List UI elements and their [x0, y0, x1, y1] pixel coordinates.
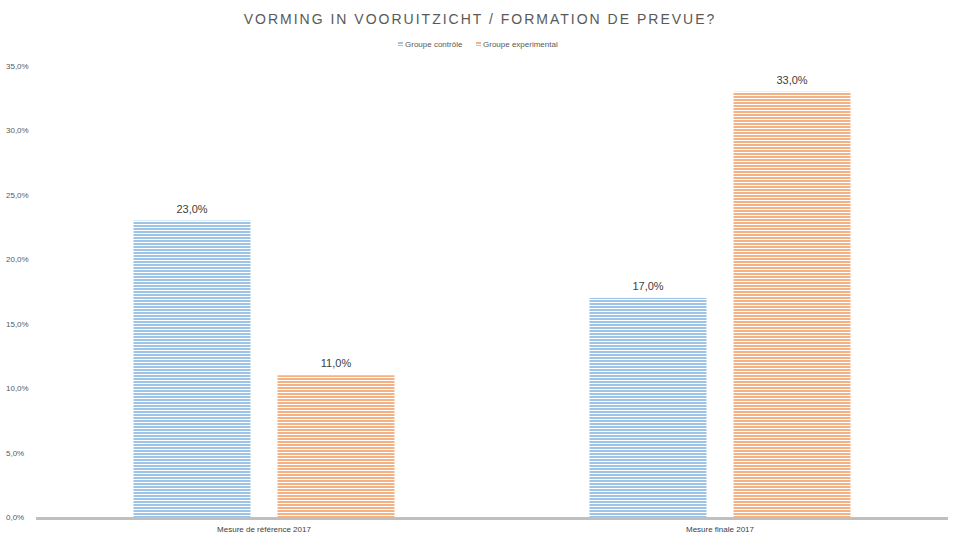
y-tick-label: 35,0%	[6, 62, 29, 71]
y-tick-label: 5,0%	[6, 449, 24, 458]
bar	[590, 298, 707, 517]
x-tick-label: Mesure finale 2017	[686, 525, 755, 534]
legend-swatch	[476, 41, 481, 46]
y-tick-label: 15,0%	[6, 320, 29, 329]
y-tick-label: 0,0%	[6, 513, 24, 522]
bar	[134, 221, 251, 517]
x-tick-label: Mesure de référence 2017	[217, 525, 311, 534]
legend-label: Groupe contrôle	[405, 40, 463, 49]
y-tick-label: 10,0%	[6, 384, 29, 393]
legend: Groupe contrôle Groupe experimental	[398, 40, 558, 49]
title: VORMING IN VOORUITZICHT / FORMATION DE P…	[244, 11, 717, 27]
chart: VORMING IN VOORUITZICHT / FORMATION DE P…	[0, 0, 960, 540]
bar	[278, 375, 395, 517]
data-label: 33,0%	[776, 74, 807, 86]
bar	[734, 92, 851, 517]
data-label: 11,0%	[321, 357, 352, 369]
y-tick-label: 20,0%	[6, 255, 29, 264]
bars	[134, 92, 851, 517]
data-label: 17,0%	[632, 280, 663, 292]
data-labels: 23,0% 17,0% 11,0% 33,0%	[176, 74, 807, 369]
y-tick-label: 25,0%	[6, 191, 29, 200]
legend-label: Groupe experimental	[483, 40, 558, 49]
y-tick-label: 30,0%	[6, 126, 29, 135]
legend-swatch	[398, 41, 403, 46]
data-label: 23,0%	[176, 203, 207, 215]
baseline	[36, 517, 948, 520]
